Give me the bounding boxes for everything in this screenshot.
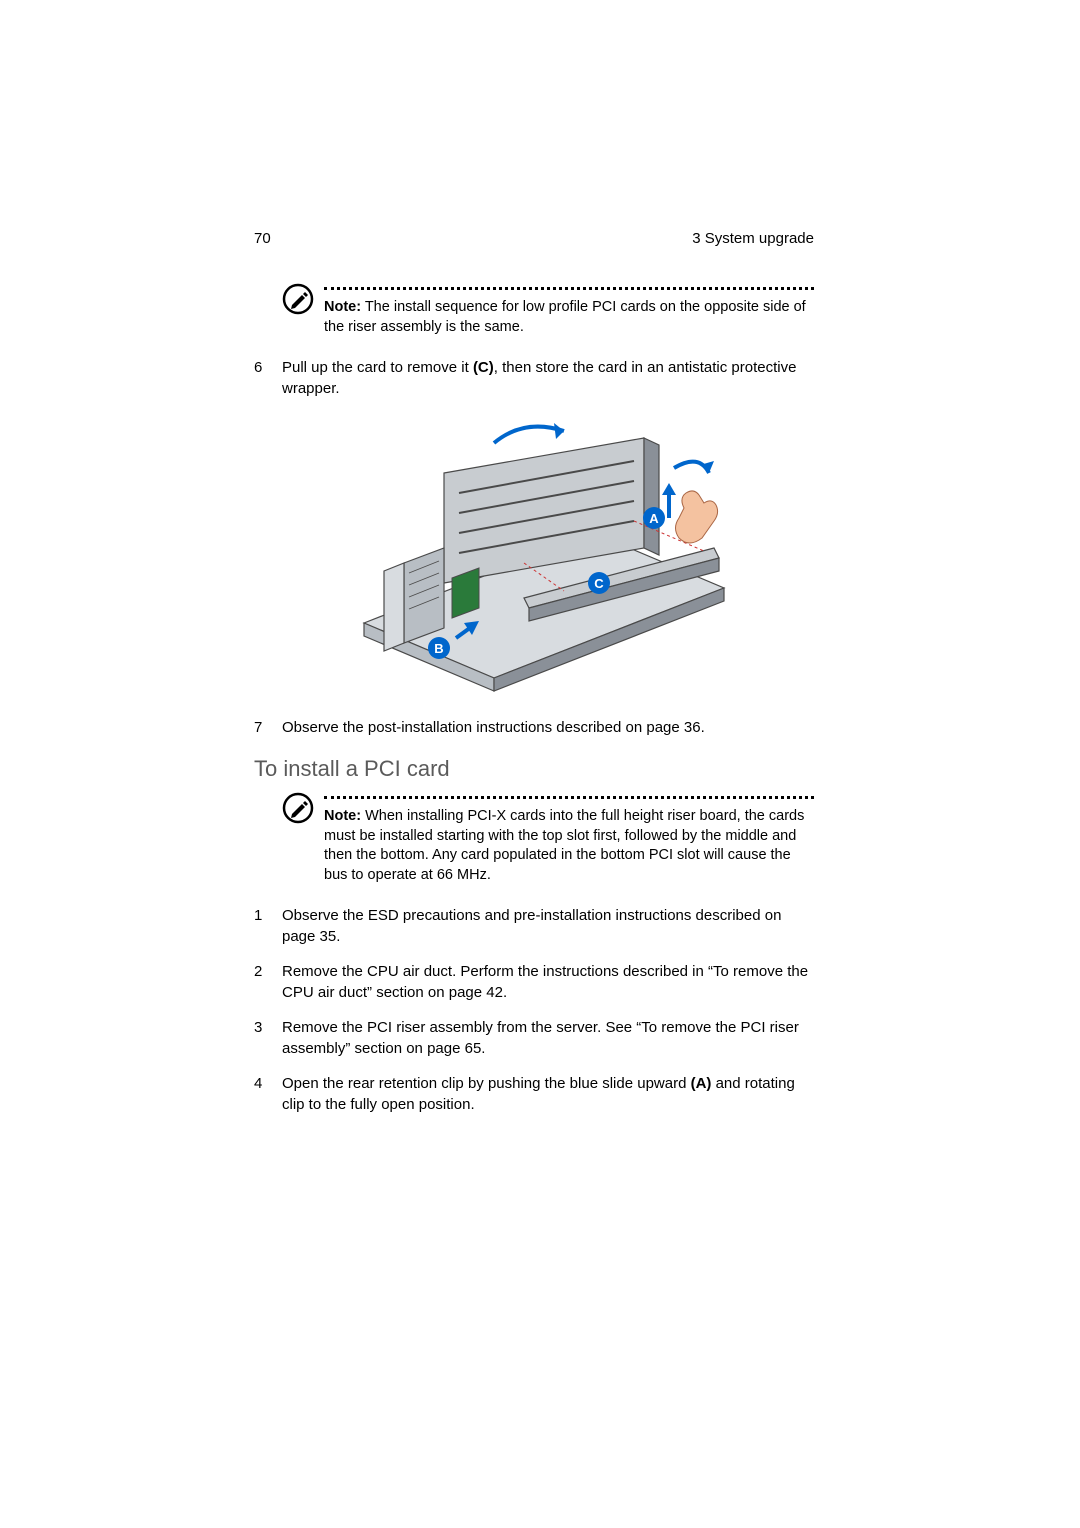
document-page: 70 3 System upgrade Note: The install se… xyxy=(254,230,814,1129)
riser-assembly-figure: A B C xyxy=(254,413,814,693)
note-content: Note: The install sequence for low profi… xyxy=(324,287,814,337)
dotted-divider xyxy=(324,287,814,290)
step-6: 6 Pull up the card to remove it (C), the… xyxy=(254,357,814,399)
pencil-note-icon xyxy=(282,283,314,315)
note-text: Note: When installing PCI-X cards into t… xyxy=(324,807,814,885)
install-step-4: 4 Open the rear retention clip by pushin… xyxy=(254,1073,814,1115)
note-block-2: Note: When installing PCI-X cards into t… xyxy=(282,796,814,885)
chapter-title: 3 System upgrade xyxy=(692,230,814,247)
step-text: Open the rear retention clip by pushing … xyxy=(282,1073,814,1115)
note-text: Note: The install sequence for low profi… xyxy=(324,298,814,337)
note-block-1: Note: The install sequence for low profi… xyxy=(282,287,814,337)
step-text: Remove the CPU air duct. Perform the ins… xyxy=(282,961,814,1003)
step-number: 4 xyxy=(254,1073,282,1115)
label-c: C xyxy=(594,576,604,591)
label-a: A xyxy=(649,511,659,526)
page-header: 70 3 System upgrade xyxy=(254,230,814,247)
note-content: Note: When installing PCI-X cards into t… xyxy=(324,796,814,885)
dotted-divider xyxy=(324,796,814,799)
page-number: 70 xyxy=(254,230,271,247)
step-text: Observe the ESD precautions and pre-inst… xyxy=(282,905,814,947)
label-b: B xyxy=(434,641,443,656)
section-heading: To install a PCI card xyxy=(254,756,814,782)
step-text: Observe the post-installation instructio… xyxy=(282,717,814,738)
step-text: Pull up the card to remove it (C), then … xyxy=(282,357,814,399)
install-step-1: 1 Observe the ESD precautions and pre-in… xyxy=(254,905,814,947)
step-number: 3 xyxy=(254,1017,282,1059)
step-number: 2 xyxy=(254,961,282,1003)
step-number: 7 xyxy=(254,717,282,738)
step-7: 7 Observe the post-installation instruct… xyxy=(254,717,814,738)
step-number: 1 xyxy=(254,905,282,947)
install-step-3: 3 Remove the PCI riser assembly from the… xyxy=(254,1017,814,1059)
step-number: 6 xyxy=(254,357,282,399)
install-step-2: 2 Remove the CPU air duct. Perform the i… xyxy=(254,961,814,1003)
pencil-note-icon xyxy=(282,792,314,824)
step-text: Remove the PCI riser assembly from the s… xyxy=(282,1017,814,1059)
